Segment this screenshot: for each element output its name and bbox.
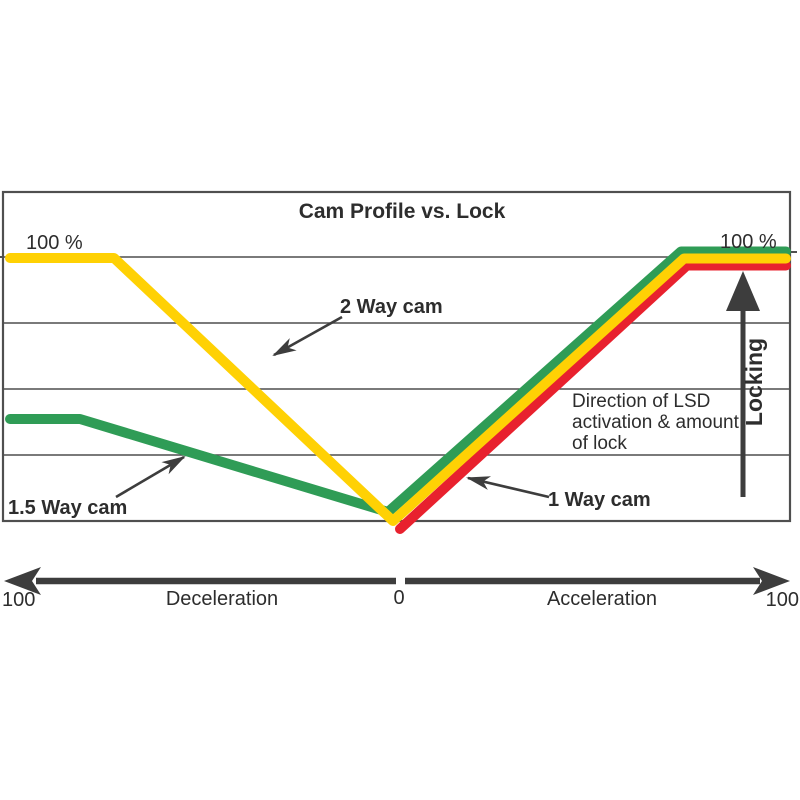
gridlines [3,256,790,456]
pct-label-right: 100 % [720,231,777,253]
axis-arrowhead-right [753,567,790,595]
direction-note-line1: Direction of LSD [572,391,710,412]
legend-2way-cam: 2 Way cam [340,296,443,318]
pointer-arrows [115,315,550,499]
axis-tick-zero: 0 [393,587,404,609]
pct-label-left: 100 % [26,232,83,254]
locking-arrow-icon [726,271,760,497]
legend-1way-cam: 1 Way cam [548,489,651,511]
axis-label-acceleration: Acceleration [547,588,657,610]
axis-tick-right-100: 100 [766,589,799,611]
series-line-1-way-cam [395,260,791,534]
chart-frame [1,190,792,523]
2way-pointer-arrow-icon [272,315,343,357]
1way-pointer-arrow-icon [466,476,550,499]
direction-note-line2: activation & amount [572,412,740,433]
series-layer [5,246,791,534]
locking-arrowhead [726,271,760,311]
chart-title: Cam Profile vs. Lock [299,200,506,223]
torque-axis-arrow-icon [4,567,790,595]
axis-label-deceleration: Deceleration [166,588,278,610]
axis-tick-left-100: 100 [2,589,35,611]
axis-arrowhead-left [4,567,41,595]
15way-pointer-arrow-icon [115,455,186,499]
direction-note-line3: of lock [572,433,627,454]
locking-axis-label: Locking [741,338,767,426]
legend-15way-cam: 1.5 Way cam [8,497,127,519]
series-line-2-way-cam [5,253,791,526]
